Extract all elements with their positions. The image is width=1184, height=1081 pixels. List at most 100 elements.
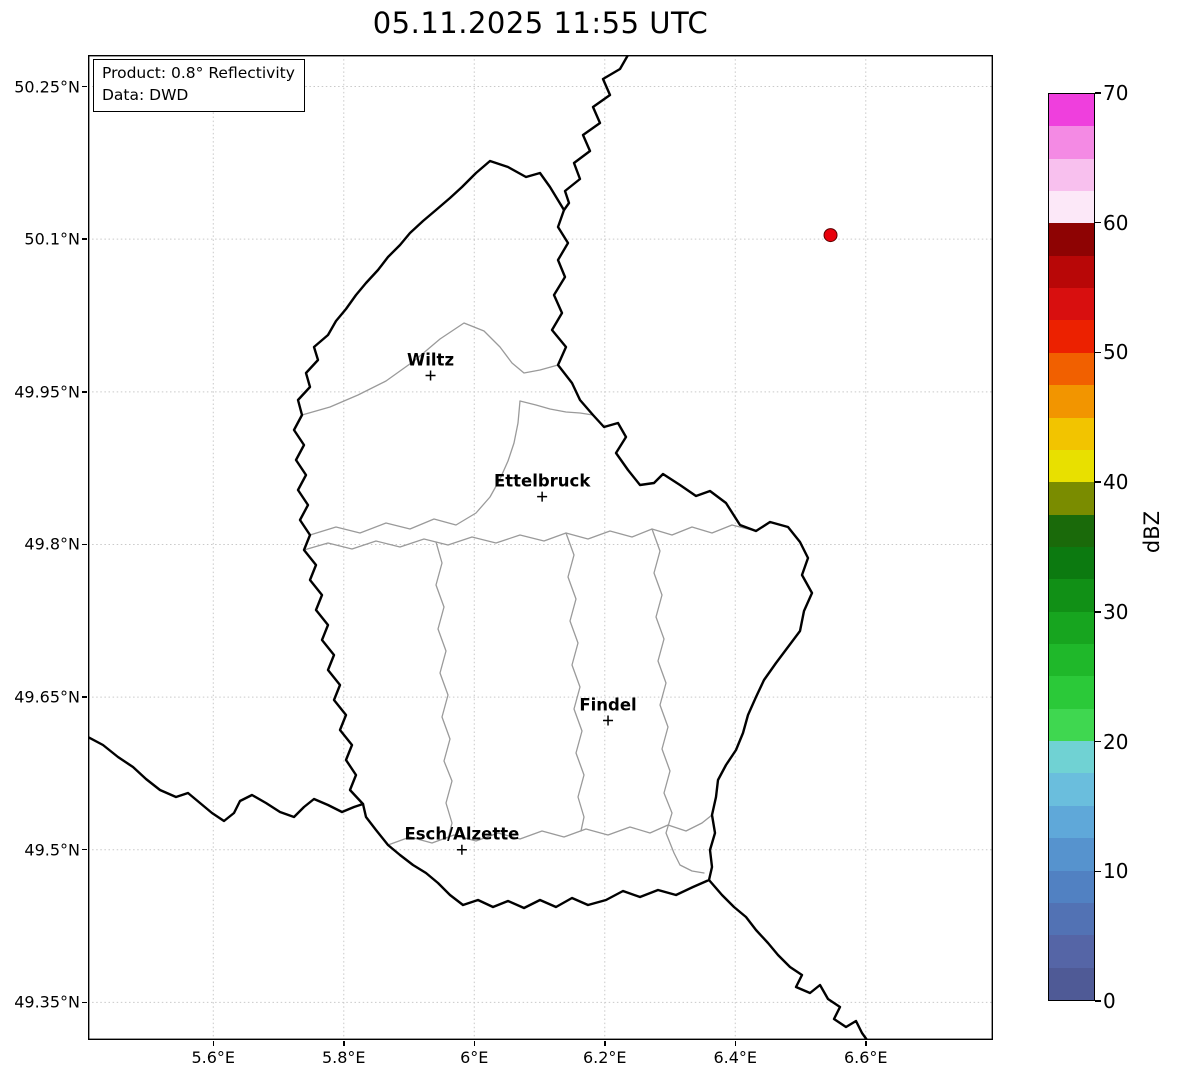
colorbar-tick-mark (1095, 1000, 1101, 1002)
colorbar-tick-mark (1095, 481, 1101, 483)
colorbar-segment (1049, 644, 1094, 677)
city-label: Wiltz (407, 351, 454, 370)
y-tick-label: 49.95°N (14, 382, 80, 402)
x-tick-mark (865, 1041, 867, 1046)
x-tick-label: 6.6°E (843, 1048, 888, 1067)
x-tick-mark (734, 1041, 737, 1046)
city: Ettelbruck (494, 472, 591, 502)
colorbar-tick-mark (1095, 740, 1101, 743)
colorbar (1048, 93, 1095, 1001)
colorbar-tick-mark (1095, 870, 1101, 873)
city: Wiltz (407, 351, 454, 381)
colorbar-segment (1049, 93, 1094, 127)
y-tick-label: 49.8°N (24, 534, 80, 554)
international-border-southwest (88, 735, 365, 823)
y-tick-label: 49.65°N (14, 687, 80, 707)
colorbar-segment (1049, 870, 1094, 903)
colorbar-segment (1049, 482, 1094, 515)
y-tick-mark (82, 391, 87, 393)
product-info-box: Product: 0.8° Reflectivity Data: DWD (93, 59, 305, 113)
country-borders-layer (88, 55, 869, 1040)
y-tick-mark (82, 543, 87, 546)
colorbar-segment (1049, 676, 1094, 709)
page-title: 05.11.2025 11:55 UTC (372, 6, 709, 40)
city-label: Findel (579, 695, 636, 714)
city-marker-icon (603, 715, 614, 726)
canton-border (565, 532, 585, 832)
colorbar-segment (1049, 579, 1094, 612)
canton-border (309, 400, 521, 536)
city-marker-icon (537, 491, 548, 502)
colorbar-tick-label: 70 (1103, 81, 1129, 105)
map-plot-area: Wiltz Ettelbruck Findel Esch/Alzette Produc… (88, 55, 993, 1040)
y-tick-mark (82, 1001, 87, 1004)
canton-border (301, 322, 559, 416)
international-border-southeast (707, 878, 869, 1040)
x-tick-label: 5.8°E (321, 1048, 366, 1067)
canton-border (651, 528, 705, 874)
city-marker-icon (425, 370, 436, 381)
colorbar-segment (1049, 967, 1094, 1000)
x-tick-label: 6.2°E (582, 1048, 627, 1067)
colorbar-segment (1049, 288, 1094, 321)
map-canvas: Wiltz Ettelbruck Findel Esch/Alzette (88, 55, 993, 1040)
colorbar-axis-label: dBZ (1140, 511, 1164, 554)
city-label: Esch/Alzette (404, 825, 519, 844)
y-tick-mark (82, 848, 87, 851)
colorbar-tick-label: 60 (1103, 210, 1129, 235)
data-source-line: Data: DWD (102, 85, 189, 104)
canton-borders-layer (301, 322, 757, 874)
city: Esch/Alzette (404, 825, 519, 855)
city: Findel (579, 695, 637, 726)
colorbar-segment (1049, 255, 1094, 289)
colorbar-segment (1049, 773, 1094, 806)
y-tick-mark (82, 238, 87, 240)
product-info-line: Product: 0.8° Reflectivity (102, 64, 295, 82)
colorbar-segment (1049, 320, 1094, 353)
y-tick-mark (82, 696, 87, 698)
colorbar-tick-label: 30 (1103, 599, 1129, 624)
colorbar-tick-mark (1095, 221, 1101, 224)
colorbar-segment (1049, 417, 1094, 450)
colorbar-segment (1049, 223, 1094, 256)
radar-site-dot (823, 228, 838, 243)
luxembourg-border (292, 159, 814, 910)
y-tick-label: 50.25°N (14, 77, 80, 97)
x-tick-mark (604, 1041, 606, 1046)
colorbar-segment (1049, 352, 1094, 386)
y-tick-label: 49.35°N (14, 992, 80, 1012)
colorbar-segment (1049, 902, 1094, 936)
colorbar-tick-label: 0 (1103, 989, 1116, 1013)
colorbar-segment (1049, 611, 1094, 645)
colorbar-segment (1049, 838, 1094, 871)
city-labels-layer: Wiltz Ettelbruck Findel Esch/Alzette (404, 351, 637, 855)
y-tick-label: 49.5°N (24, 840, 80, 860)
colorbar-tick-mark (1095, 92, 1101, 94)
colorbar-tick-mark (1095, 351, 1101, 354)
colorbar-tick-label: 20 (1103, 729, 1129, 754)
x-tick-label: 6.4°E (713, 1048, 758, 1067)
canton-border (303, 524, 757, 551)
colorbar-segment (1049, 126, 1094, 159)
colorbar-tick-mark (1095, 611, 1101, 613)
radar-marker-layer (823, 228, 838, 243)
colorbar-tick-label: 40 (1103, 470, 1129, 495)
colorbar-segment (1049, 385, 1094, 418)
colorbar-segment (1049, 546, 1094, 580)
colorbar-segment (1049, 935, 1094, 968)
y-tick-label: 50.1°N (24, 229, 80, 249)
colorbar-segment (1049, 191, 1094, 224)
city-label: Ettelbruck (494, 472, 591, 491)
canton-border (387, 814, 713, 846)
colorbar-segment (1049, 514, 1094, 547)
colorbar-tick-label: 10 (1103, 859, 1129, 884)
x-tick-mark (473, 1041, 476, 1046)
colorbar-segment (1049, 741, 1094, 774)
x-tick-mark (212, 1041, 215, 1046)
colorbar-tick-label: 50 (1103, 340, 1129, 365)
city-marker-icon (456, 844, 467, 855)
x-tick-label: 6°E (460, 1048, 489, 1067)
x-tick-mark (343, 1041, 345, 1046)
axes-frame (88, 55, 993, 1040)
